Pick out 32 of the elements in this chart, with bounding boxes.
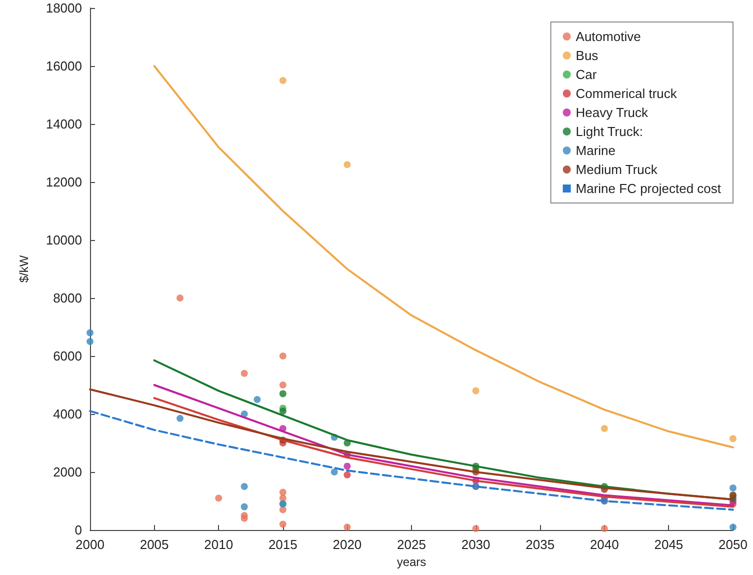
legend-label: Medium Truck	[576, 162, 658, 177]
legend-label: Marine	[576, 143, 616, 158]
x-tick-label: 2030	[461, 537, 490, 552]
legend-label: Marine FC projected cost	[576, 181, 722, 196]
y-tick-label: 16000	[46, 58, 82, 74]
x-tick-label: 2025	[397, 537, 426, 552]
legend-label: Bus	[576, 48, 599, 63]
legend-label: Light Truck:	[576, 124, 643, 139]
x-tick-label: 2020	[332, 537, 362, 552]
y-tick-label: 2000	[53, 464, 82, 480]
x-tick-label: 2010	[204, 537, 234, 552]
y-tick-label: 4000	[53, 406, 82, 422]
x-axis-title: years	[396, 554, 426, 569]
x-tick-label: 2005	[140, 537, 169, 552]
y-tick-label: 12000	[46, 174, 82, 190]
y-tick-label: 18000	[46, 0, 82, 16]
legend-label: Commerical truck	[576, 86, 678, 101]
x-tick-label: 2045	[654, 537, 684, 552]
x-tick-label: 2015	[268, 537, 298, 552]
y-tick-label: 10000	[46, 232, 82, 248]
y-tick-label: 14000	[46, 116, 82, 132]
y-tick-label: 8000	[53, 290, 82, 306]
legend-label: Automotive	[576, 29, 641, 44]
legend-label: Car	[576, 67, 598, 82]
y-tick-label: 0	[74, 522, 82, 538]
legend-label: Heavy Truck	[576, 105, 649, 120]
x-tick-label: 2040	[590, 537, 619, 552]
x-tick-label: 2035	[526, 537, 555, 552]
x-tick-label: 2000	[76, 537, 104, 552]
x-tick-label: 2050	[718, 537, 748, 552]
y-axis-title: $/kW	[17, 254, 31, 283]
y-tick-label: 6000	[53, 348, 82, 364]
